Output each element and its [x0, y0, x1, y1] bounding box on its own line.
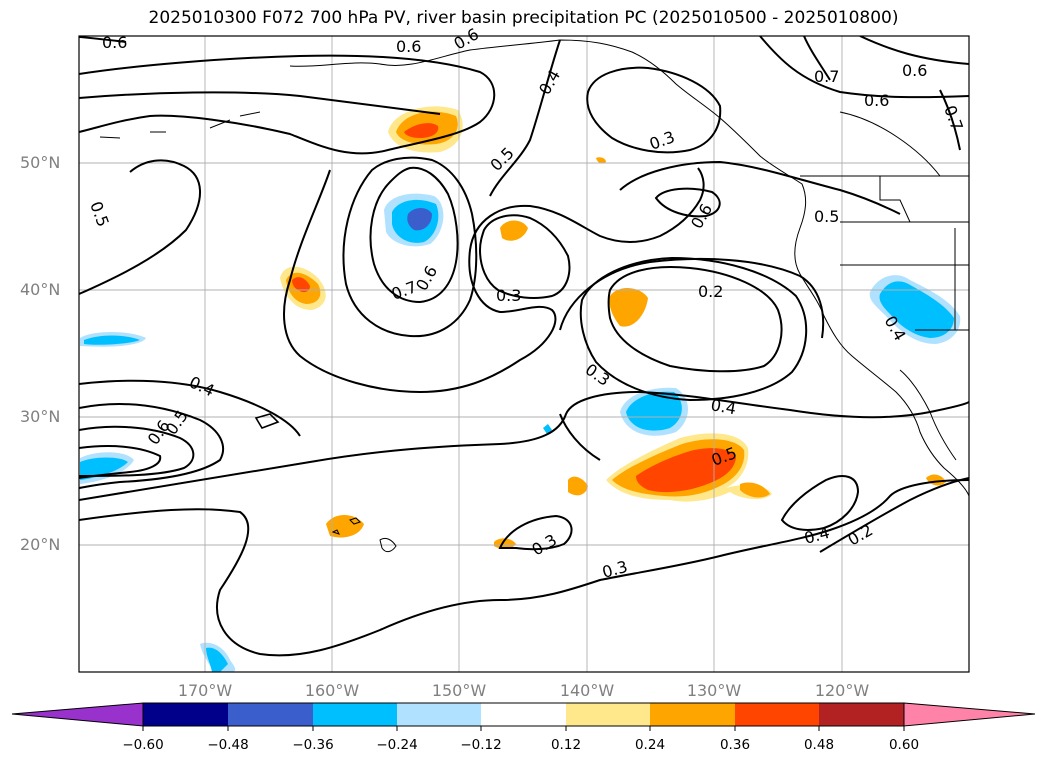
contour-labels: 0.6 0.6 0.6 0.4 0.3 0.7 0.6 0.7 0.5 0.5 … — [86, 24, 967, 582]
colorbar-tick-label: −0.60 — [122, 737, 164, 753]
lon-label: 160°W — [304, 681, 360, 700]
lat-label: 30°N — [20, 407, 61, 426]
colorbar-bin — [143, 703, 228, 726]
colorbar-tick-label: −0.24 — [376, 737, 418, 753]
precip-patch-positive — [326, 515, 364, 538]
colorbar-extend-max — [903, 702, 1036, 727]
precip-patch-positive — [609, 287, 648, 327]
contour-label: 0.3 — [529, 530, 561, 559]
colorbar-bin — [650, 703, 735, 726]
colorbar-tick-label: 0.48 — [803, 737, 835, 753]
contour-label: 0.6 — [396, 37, 421, 56]
contour-label: 0.6 — [864, 91, 889, 110]
lat-label: 40°N — [20, 280, 61, 299]
colorbar-tick-label: 0.12 — [550, 737, 582, 753]
contour-label: 0.5 — [86, 199, 113, 229]
precip-patch-positive — [500, 220, 528, 241]
lon-label: 150°W — [431, 681, 487, 700]
contour-label: 0.6 — [687, 200, 716, 232]
pv-contours — [79, 36, 969, 657]
contour-label: 0.5 — [814, 207, 839, 226]
contour-label: 0.4 — [802, 523, 832, 548]
lat-label: 20°N — [20, 535, 61, 554]
colorbar — [11, 702, 1036, 731]
colorbar-tick-label: −0.36 — [292, 737, 334, 753]
contour-label: 0.7 — [814, 67, 839, 86]
precip-patch-positive — [568, 476, 588, 496]
precip-patch-positive — [494, 538, 516, 549]
contour-label: 0.3 — [647, 127, 677, 154]
precip-shading — [80, 106, 961, 672]
graticule — [79, 36, 969, 672]
colorbar-bin — [735, 703, 819, 726]
contour-label: 0.5 — [486, 143, 517, 174]
contour-label: 0.6 — [902, 61, 927, 80]
contour-label: 0.4 — [535, 66, 564, 98]
contour-label: 0.4 — [186, 372, 217, 400]
colorbar-bin — [397, 703, 481, 726]
colorbar-tick-label: −0.48 — [207, 737, 249, 753]
colorbar-extend-min — [11, 702, 144, 727]
colorbar-bin — [481, 703, 566, 726]
lon-label: 130°W — [686, 681, 742, 700]
lon-label: 120°W — [814, 681, 870, 700]
contour-label: 0.2 — [698, 282, 723, 301]
lon-label: 170°W — [177, 681, 233, 700]
colorbar-tick-label: 0.24 — [634, 737, 666, 753]
lon-label: 140°W — [559, 681, 615, 700]
colorbar-bin — [566, 703, 650, 726]
contour-label: 0.6 — [102, 33, 127, 52]
map-title: 2025010300 F072 700 hPa PV, river basin … — [148, 8, 899, 28]
colorbar-bin — [228, 703, 313, 726]
colorbar-tick-label: −0.12 — [460, 737, 502, 753]
map-frame — [78, 35, 970, 673]
colorbar-tick-label: 0.36 — [719, 737, 751, 753]
contour-label: 0.3 — [496, 286, 521, 305]
contour-label: 0.7 — [940, 103, 967, 133]
contour-label: 0.4 — [709, 395, 737, 418]
contour-label: 0.3 — [600, 557, 630, 582]
colorbar-bin — [313, 703, 397, 726]
contour-label: 0.3 — [582, 360, 614, 390]
colorbar-tick-label: 0.60 — [888, 737, 920, 753]
colorbar-bin — [819, 703, 904, 726]
lat-label: 50°N — [20, 153, 61, 172]
